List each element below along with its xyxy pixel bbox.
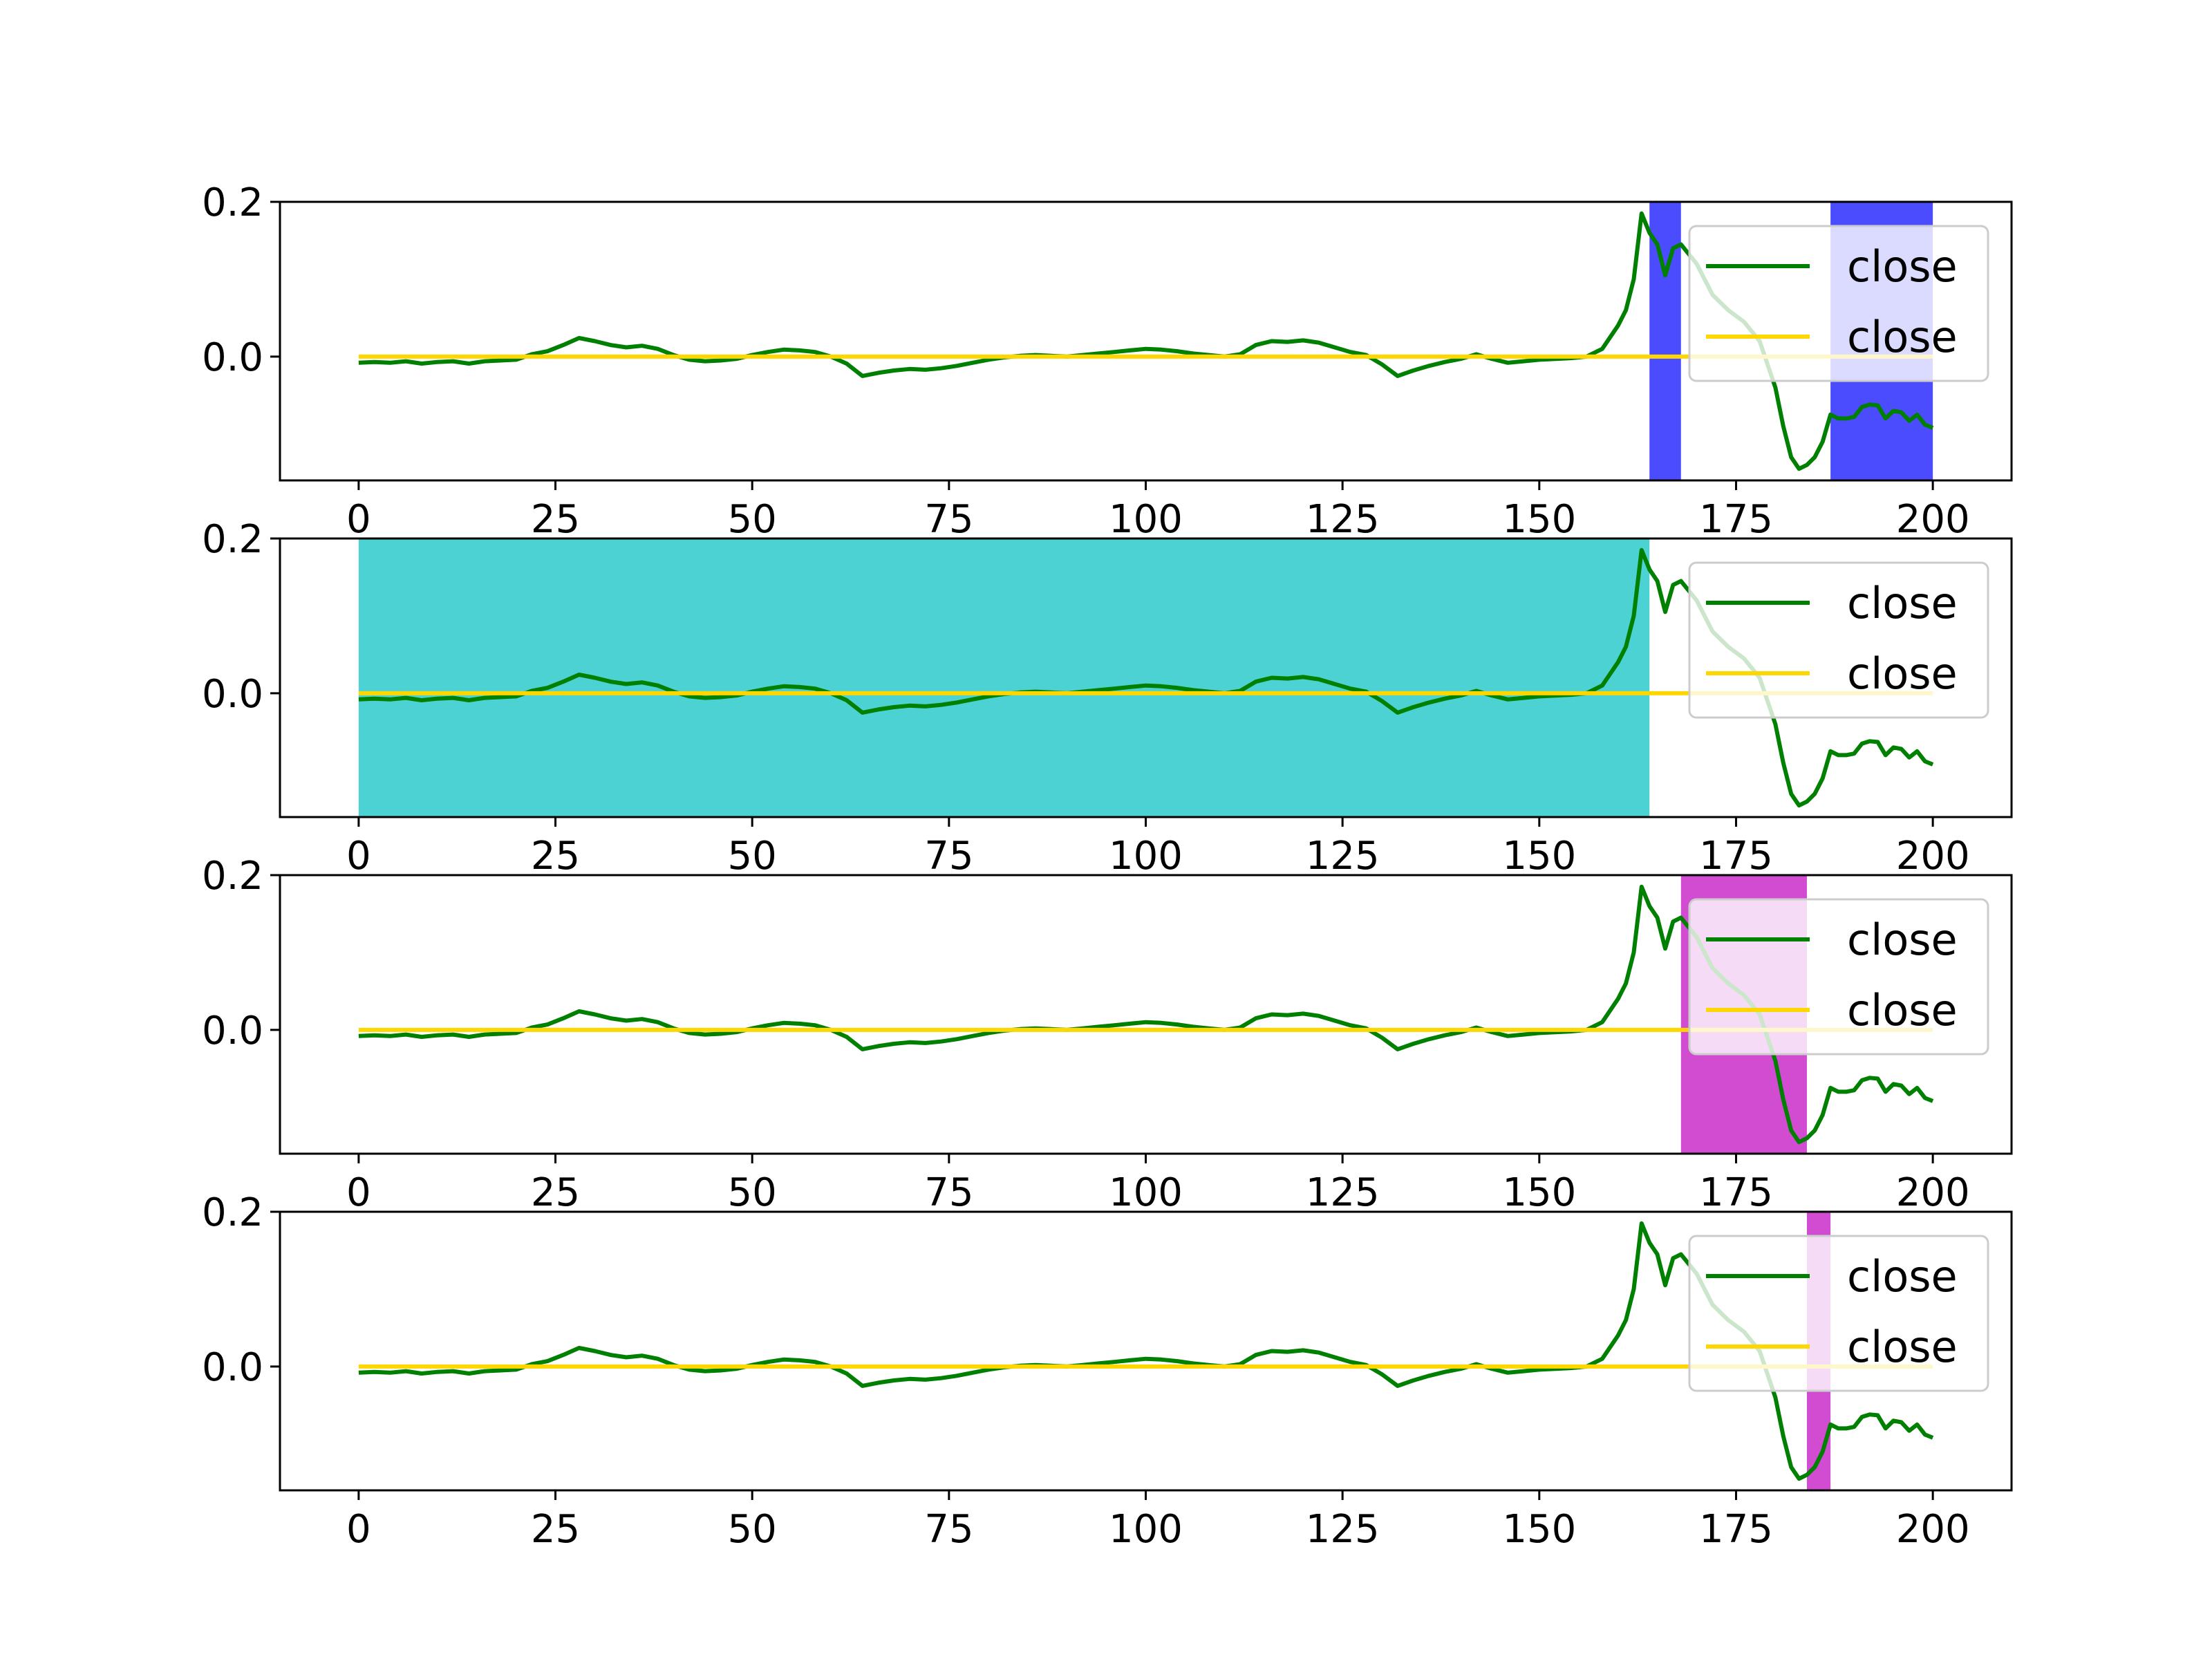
subplot-2: 0 25 50 75 100 125 150 175 200 0.2 0.0 close close [202, 517, 2013, 879]
y-tick-label: 0.0 [202, 672, 263, 717]
x-tick-label: 175 [1699, 1170, 1773, 1215]
series-line-1 [358, 547, 1934, 808]
legend-label: close [1847, 915, 1958, 965]
x-tick-label: 125 [1306, 834, 1380, 879]
x-tick-label: 25 [531, 1507, 580, 1552]
x-tick-label: 100 [1109, 497, 1183, 542]
x-tick-label: 175 [1699, 834, 1773, 879]
y-tick-label: 0.2 [202, 854, 263, 899]
x-tick-label: 150 [1502, 1507, 1576, 1552]
subplot-1: 0 25 50 75 100 125 150 175 200 0.2 0.0 close close [202, 180, 2013, 542]
x-tick-label: 0 [346, 497, 371, 542]
y-tick-label: 0.2 [202, 1190, 263, 1235]
x-tick-label: 50 [728, 834, 777, 879]
x-tick-label: 75 [924, 1170, 973, 1215]
y-tick-label: 0.2 [202, 517, 263, 562]
x-tick-label: 125 [1306, 497, 1380, 542]
x-tick-label: 150 [1502, 1170, 1576, 1215]
x-tick-label: 75 [924, 1507, 973, 1552]
legend: close close [1688, 1235, 1989, 1392]
legend: close close [1688, 225, 1989, 382]
x-tick-label: 75 [924, 497, 973, 542]
x-tick-label: 200 [1896, 1170, 1970, 1215]
x-tick-label: 50 [728, 1170, 777, 1215]
x-tick-label: 100 [1109, 1507, 1183, 1552]
series-line-1 [358, 1221, 1934, 1481]
x-tick-label: 150 [1502, 834, 1576, 879]
x-tick-label: 75 [924, 834, 973, 879]
subplot-3: 0 25 50 75 100 125 150 175 200 0.2 0.0 close close [202, 854, 2013, 1215]
x-tick-label: 100 [1109, 834, 1183, 879]
x-tick-label: 25 [531, 1170, 580, 1215]
legend: close close [1688, 561, 1989, 719]
x-tick-label: 50 [728, 497, 777, 542]
legend-label: close [1847, 1322, 1958, 1372]
series-line-1 [358, 884, 1934, 1145]
y-tick-label: 0.2 [202, 180, 263, 225]
x-tick-label: 25 [531, 834, 580, 879]
x-tick-label: 200 [1896, 497, 1970, 542]
highlight-span-1 [358, 538, 1650, 817]
legend-label: close [1847, 985, 1958, 1035]
legend-label: close [1847, 648, 1958, 699]
legend-label: close [1847, 1251, 1958, 1302]
x-tick-label: 200 [1896, 834, 1970, 879]
y-tick-label: 0.0 [202, 1345, 263, 1390]
x-tick-label: 125 [1306, 1170, 1380, 1215]
legend-label: close [1847, 578, 1958, 628]
x-tick-label: 100 [1109, 1170, 1183, 1215]
x-tick-label: 0 [346, 834, 371, 879]
y-tick-label: 0.0 [202, 335, 263, 380]
legend-label: close [1847, 241, 1958, 292]
x-tick-label: 125 [1306, 1507, 1380, 1552]
highlight-span-1 [1649, 202, 1681, 480]
x-tick-label: 50 [728, 1507, 777, 1552]
x-tick-label: 175 [1699, 1507, 1773, 1552]
x-tick-label: 200 [1896, 1507, 1970, 1552]
legend-label: close [1847, 312, 1958, 362]
x-tick-label: 25 [531, 497, 580, 542]
x-tick-label: 150 [1502, 497, 1576, 542]
y-tick-label: 0.0 [202, 1009, 263, 1053]
x-tick-label: 0 [346, 1170, 371, 1215]
series-line-1 [358, 211, 1934, 471]
x-tick-label: 0 [346, 1507, 371, 1552]
x-tick-label: 175 [1699, 497, 1773, 542]
subplot-4: 0 25 50 75 100 125 150 175 200 0.2 0.0 close close [202, 1190, 2013, 1552]
legend: close close [1688, 898, 1989, 1056]
